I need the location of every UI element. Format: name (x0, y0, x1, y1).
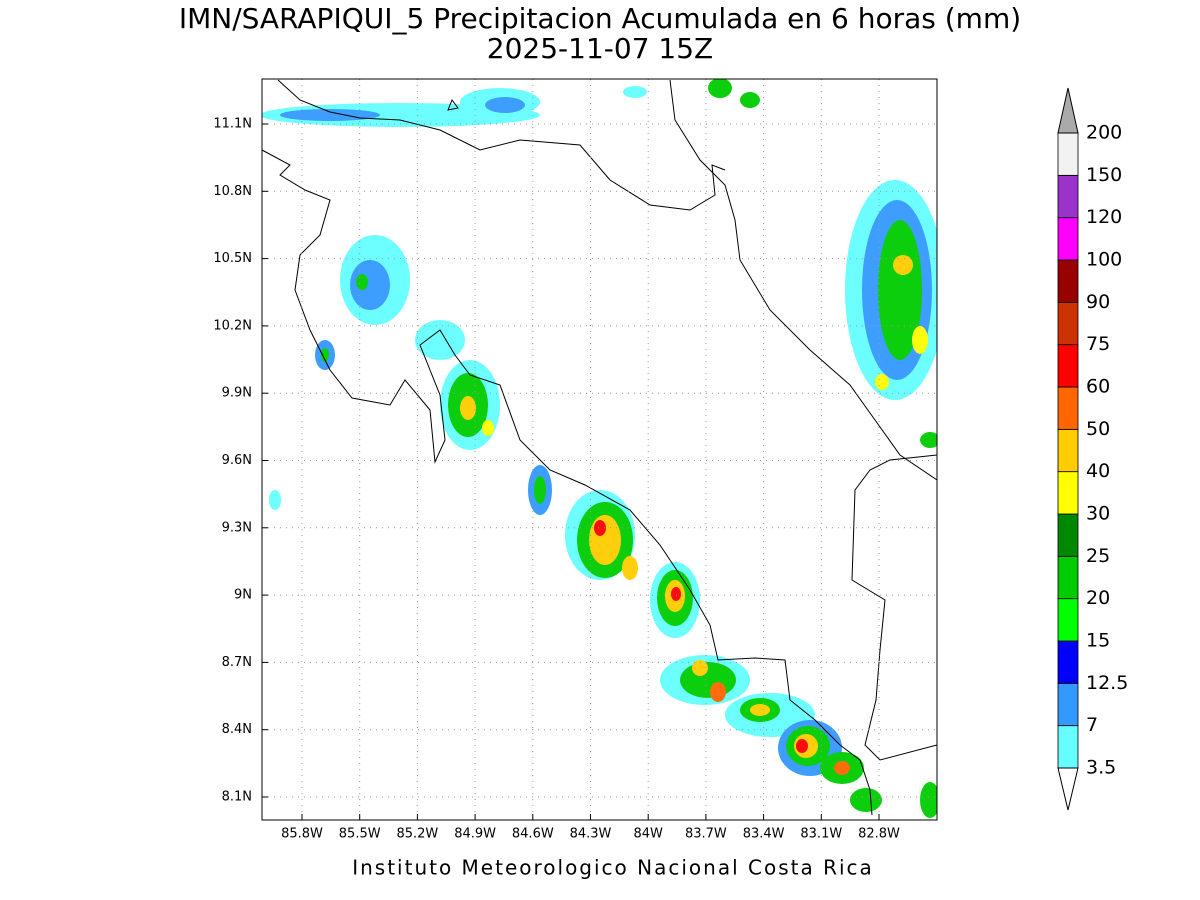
lon-tick-label: 84.9W (454, 827, 496, 842)
lat-tick-label: 9.3N (222, 520, 252, 535)
lon-tick-label: 84.6W (512, 827, 554, 842)
colorbar-label: 40 (1086, 460, 1110, 482)
colorbar-segment (1057, 217, 1079, 261)
colorbar-label: 3.5 (1086, 757, 1116, 779)
subtitle: 2025-11-07 15Z (487, 32, 713, 65)
colorbar-over-arrow (1057, 87, 1079, 134)
map-frame (261, 78, 938, 821)
colorbar-label: 200 (1086, 122, 1122, 144)
colorbar-segment (1057, 174, 1079, 219)
precip-field (262, 79, 937, 818)
colorbar-segment (1057, 598, 1079, 642)
lat-tick-label: 11.1N (213, 117, 252, 132)
colorbar-label: 15 (1086, 630, 1110, 652)
colorbar-label: 50 (1086, 418, 1110, 440)
lon-tick-label: 84W (633, 827, 663, 842)
colorbar-label: 120 (1086, 206, 1122, 228)
lon-tick-label: 83.1W (800, 827, 842, 842)
title: IMN/SARAPIQUI_5 Precipitacion Acumulada … (179, 2, 1021, 35)
colorbar-segment (1057, 640, 1079, 684)
lon-tick-label: 82.8W (858, 827, 900, 842)
colorbar-segment (1057, 513, 1079, 557)
colorbar-segment (1057, 725, 1079, 769)
graticule: 85.8W 85.5W 85.2W 84.9W 84.6W 84.3W 84W 83.7W 83… (213, 79, 937, 842)
colorbar-label: 150 (1086, 164, 1122, 186)
lon-tick-label: 83.4W (743, 827, 785, 842)
lat-tick-label: 8.7N (222, 655, 252, 670)
lat-tick-label: 10.8N (213, 184, 252, 199)
lat-tick-label: 9.9N (222, 386, 252, 401)
lat-tick-label: 9N (234, 588, 252, 603)
lon-tick-label: 85.2W (396, 827, 438, 842)
colorbar-label: 60 (1086, 376, 1110, 398)
colorbar-segment (1057, 386, 1079, 430)
lat-tick-label: 8.1N (222, 790, 252, 805)
colorbar-label: 7 (1086, 714, 1098, 736)
lon-tick-label: 85.5W (339, 827, 381, 842)
colorbar: 3.5 7 12.5 15 20 25 30 40 50 60 75 90 100 120 150 200 (1057, 87, 1128, 811)
colorbar-segment (1057, 259, 1079, 303)
lat-tick-label: 10.5N (213, 251, 252, 266)
colorbar-segment (1057, 132, 1079, 176)
lon-tick-label: 83.7W (685, 827, 727, 842)
lat-tick-label: 10.2N (213, 318, 252, 333)
colorbar-label: 90 (1086, 291, 1110, 313)
colorbar-segment (1057, 471, 1079, 515)
colorbar-label: 12.5 (1086, 672, 1128, 694)
colorbar-label: 75 (1086, 333, 1110, 355)
colorbar-segment (1057, 682, 1079, 727)
colorbar-label: 25 (1086, 545, 1110, 567)
coastlines (262, 79, 937, 816)
lon-tick-label: 85.8W (281, 827, 323, 842)
colorbar-segment (1057, 344, 1079, 388)
footer: Instituto Meteorologico Nacional Costa R… (352, 856, 874, 880)
lat-tick-label: 9.6N (222, 453, 252, 468)
colorbar-label: 20 (1086, 587, 1110, 609)
colorbar-segment (1057, 301, 1079, 346)
lon-tick-label: 84.3W (570, 827, 612, 842)
colorbar-label: 100 (1086, 249, 1122, 271)
colorbar-under-arrow (1057, 767, 1079, 811)
colorbar-label: 30 (1086, 503, 1110, 525)
colorbar-segment (1057, 428, 1079, 473)
lat-tick-label: 8.4N (222, 722, 252, 737)
colorbar-segment (1057, 555, 1079, 600)
